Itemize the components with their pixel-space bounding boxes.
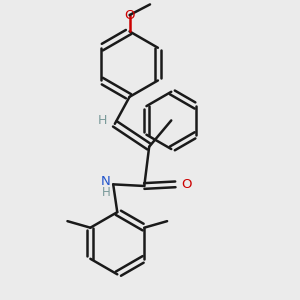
Text: O: O	[181, 178, 192, 191]
Text: H: H	[97, 114, 107, 127]
Text: N: N	[101, 175, 111, 188]
Text: O: O	[124, 8, 135, 22]
Text: H: H	[102, 186, 111, 199]
